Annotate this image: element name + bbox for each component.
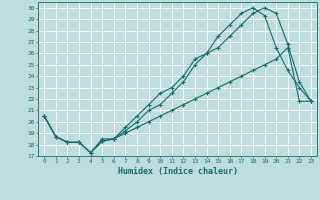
X-axis label: Humidex (Indice chaleur): Humidex (Indice chaleur) bbox=[118, 167, 238, 176]
